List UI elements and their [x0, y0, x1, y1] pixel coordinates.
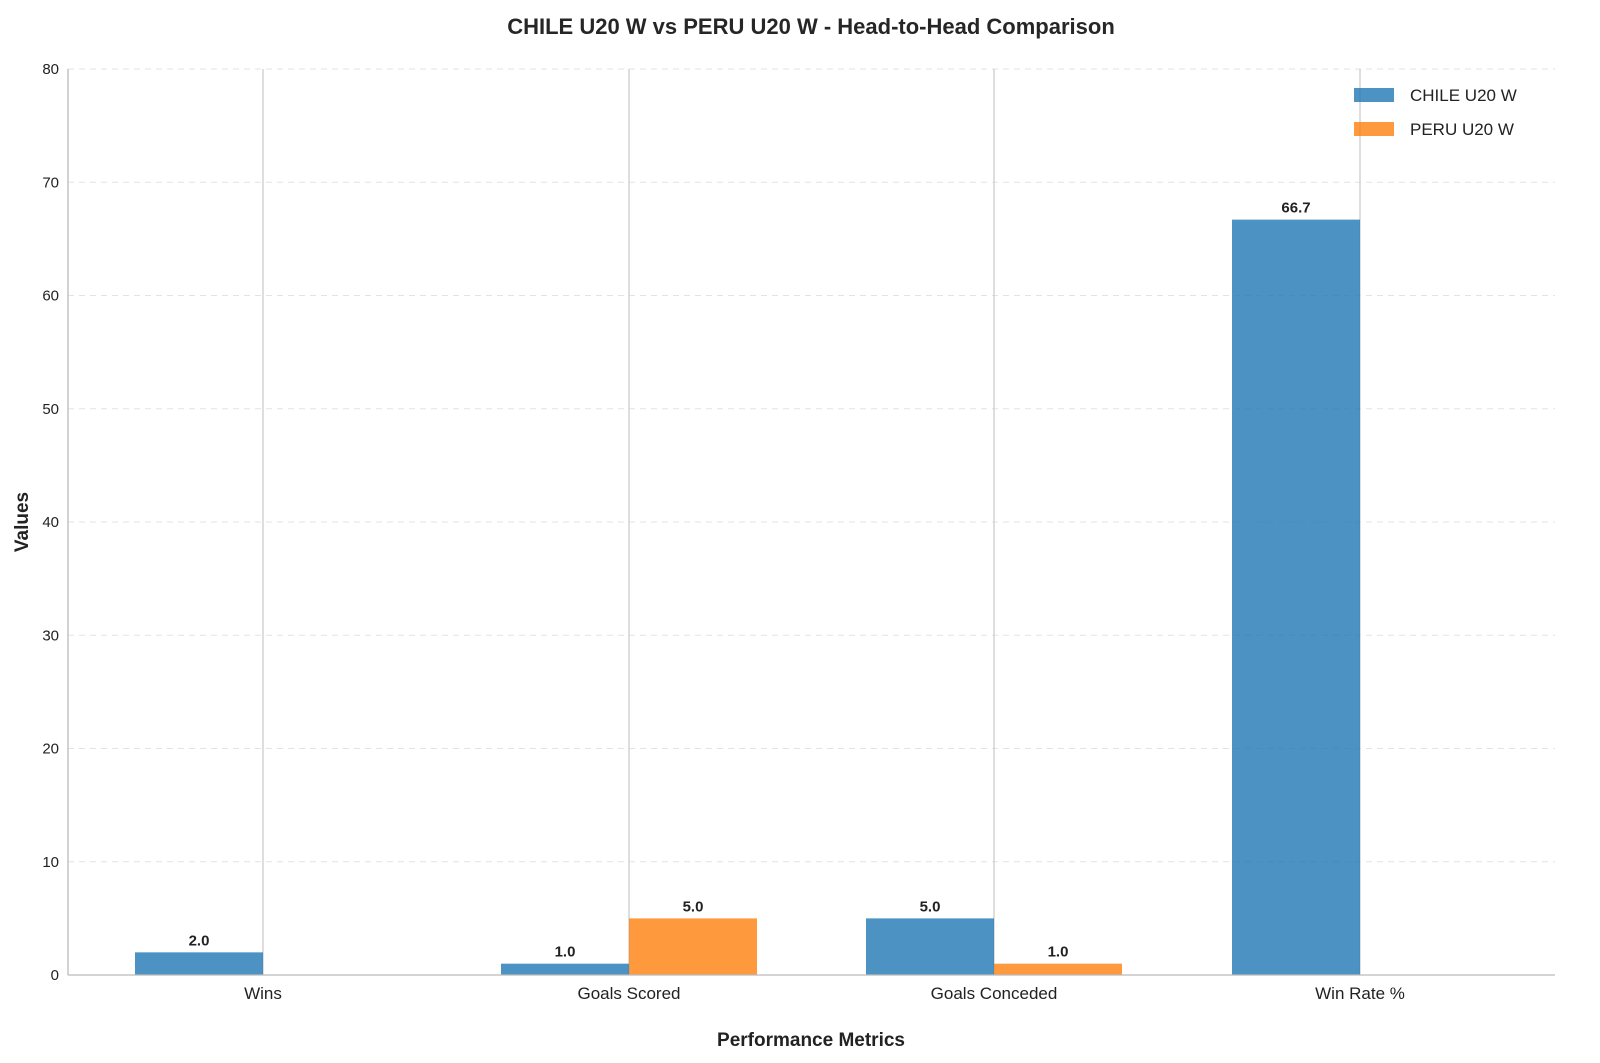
- y-tick-label: 10: [42, 854, 59, 871]
- x-tick-label: Win Rate %: [1315, 984, 1405, 1003]
- data-label: 1.0: [555, 944, 576, 961]
- data-label: 2.0: [189, 932, 210, 949]
- bar-chile: [135, 952, 263, 975]
- legend-swatch: [1354, 122, 1394, 136]
- y-tick-label: 60: [42, 288, 59, 305]
- legend: CHILE U20 W PERU U20 W: [1354, 86, 1517, 139]
- axis-layer: 0 10 20 30 40 50 60 70 80 Wins Goals Scored Goals C…: [42, 61, 1555, 1003]
- y-tick-label: 0: [51, 967, 59, 984]
- x-tick-label: Wins: [244, 984, 282, 1003]
- data-label: 1.0: [1048, 944, 1069, 961]
- y-tick-label: 40: [42, 514, 59, 531]
- data-label: 5.0: [920, 898, 941, 915]
- legend-label: PERU U20 W: [1410, 120, 1514, 139]
- y-tick-label: 20: [42, 741, 59, 758]
- chart-title: CHILE U20 W vs PERU U20 W - Head-to-Head…: [507, 14, 1115, 39]
- grid-layer: [68, 68, 1555, 975]
- y-axis-title: Values: [12, 492, 33, 552]
- x-tick-label: Goals Conceded: [931, 984, 1058, 1003]
- y-tick-label: 50: [42, 401, 59, 418]
- bar-peru: [994, 963, 1122, 975]
- bar-chile: [1232, 219, 1360, 975]
- data-label: 66.7: [1281, 200, 1310, 217]
- x-axis-title: Performance Metrics: [717, 1030, 905, 1051]
- legend-swatch: [1354, 88, 1394, 102]
- y-tick-label: 80: [42, 61, 59, 78]
- bar-chile: [501, 963, 629, 975]
- x-tick-label: Goals Scored: [578, 984, 681, 1003]
- bar-chile: [866, 918, 994, 975]
- legend-label: CHILE U20 W: [1410, 86, 1517, 105]
- data-label: 5.0: [683, 898, 704, 915]
- bar-peru: [629, 918, 757, 975]
- y-tick-label: 30: [42, 627, 59, 644]
- label-layer: 2.0 1.0 5.0 66.7 5.0 1.0: [189, 200, 1311, 961]
- y-tick-label: 70: [42, 174, 59, 191]
- bar-layer: [135, 219, 1360, 975]
